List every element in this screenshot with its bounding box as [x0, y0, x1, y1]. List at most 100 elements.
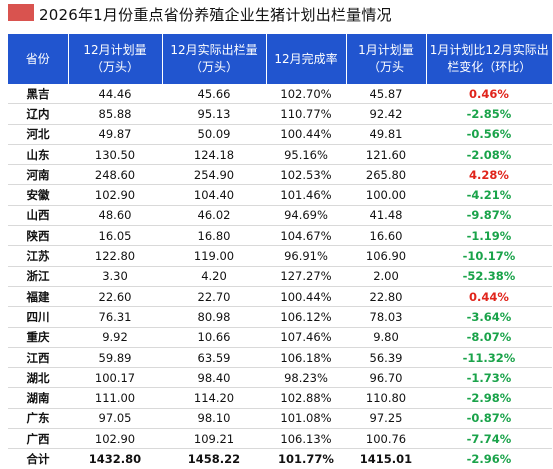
table-row: 湖南 111.00 114.20 102.88% 110.80 -2.98% — [8, 387, 552, 409]
cell-dec-rate: 98.23% — [266, 367, 346, 389]
cell-dec-rate: 106.18% — [266, 347, 346, 369]
cell-province: 辽内 — [8, 103, 68, 125]
cell-province: 河南 — [8, 164, 68, 186]
table-row: 广西 102.90 109.21 106.13% 100.76 -7.74% — [8, 428, 552, 450]
cell-province: 江西 — [8, 347, 68, 369]
hog-slaughter-plan-table: 省份 12月计划量 （万头） 12月实际出栏量 （万头） 12月完成率 1月计划量（… — [8, 34, 552, 469]
cell-dec-rate: 101.46% — [266, 184, 346, 206]
cell-province: 江苏 — [8, 245, 68, 267]
cell-province: 福建 — [8, 286, 68, 308]
table-row: 安徽 102.90 104.40 101.46% 100.00 -4.21% — [8, 184, 552, 206]
cell-mom-change: -8.07% — [426, 327, 552, 348]
title-accent-block — [8, 4, 34, 21]
table-row: 湖北 100.17 98.40 98.23% 96.70 -1.73% — [8, 367, 552, 389]
table-row: 江西 59.89 63.59 106.18% 56.39 -11.32% — [8, 347, 552, 369]
cell-dec-rate: 100.44% — [266, 286, 346, 308]
cell-jan-plan: 16.60 — [346, 225, 426, 247]
cell-dec-plan: 130.50 — [68, 144, 162, 166]
table-row: 黑吉 44.46 45.66 102.70% 45.87 0.46% — [8, 84, 552, 105]
cell-jan-plan: 96.70 — [346, 367, 426, 389]
cell-dec-actual: 10.66 — [162, 327, 266, 348]
header-mom-change: 1月计划比12月实际出 栏变化（环比） — [425, 34, 552, 84]
cell-jan-plan: 78.03 — [346, 306, 426, 328]
table-row: 山东 130.50 124.18 95.16% 121.60 -2.08% — [8, 144, 552, 166]
cell-dec-rate: 106.12% — [266, 306, 346, 328]
cell-dec-plan: 16.05 — [68, 225, 162, 247]
cell-mom-change: -9.87% — [426, 205, 552, 227]
cell-dec-plan: 85.88 — [68, 103, 162, 125]
table-row: 重庆 9.92 10.66 107.46% 9.80 -8.07% — [8, 327, 552, 348]
cell-dec-plan: 102.90 — [68, 184, 162, 206]
cell-jan-plan: 100.76 — [346, 428, 426, 450]
cell-jan-plan: 100.00 — [346, 184, 426, 206]
cell-dec-plan: 111.00 — [68, 387, 162, 409]
cell-mom-change: -10.17% — [426, 245, 552, 267]
cell-dec-rate: 104.67% — [266, 225, 346, 247]
cell-dec-actual: 119.00 — [162, 245, 266, 267]
cell-jan-plan: 110.80 — [346, 387, 426, 409]
cell-province: 黑吉 — [8, 84, 68, 105]
cell-jan-plan: 45.87 — [346, 84, 426, 105]
cell-jan-plan: 121.60 — [346, 144, 426, 166]
table-row: 河南 248.60 254.90 102.53% 265.80 4.28% — [8, 164, 552, 186]
cell-dec-rate: 110.77% — [266, 103, 346, 125]
cell-province: 山东 — [8, 144, 68, 166]
cell-dec-plan: 102.90 — [68, 428, 162, 450]
table-row: 四川 76.31 80.98 106.12% 78.03 -3.64% — [8, 306, 552, 328]
page: 2026年1月份重点省份养殖企业生猪计划出栏量情况 省份 12月计划量 （万头） … — [8, 4, 552, 466]
cell-dec-actual: 4.20 — [162, 266, 266, 287]
cell-mom-change: -3.64% — [426, 306, 552, 328]
cell-province: 浙江 — [8, 266, 68, 287]
cell-mom-change: -0.56% — [426, 124, 552, 145]
cell-dec-actual: 63.59 — [162, 347, 266, 369]
table-row: 江苏 122.80 119.00 96.91% 106.90 -10.17% — [8, 245, 552, 267]
cell-dec-plan: 22.60 — [68, 286, 162, 308]
cell-dec-actual: 109.21 — [162, 428, 266, 450]
cell-dec-actual: 124.18 — [162, 144, 266, 166]
table-header: 省份 12月计划量 （万头） 12月实际出栏量 （万头） 12月完成率 1月计划量（… — [8, 34, 552, 84]
cell-dec-actual: 50.09 — [162, 124, 266, 145]
cell-mom-change: -1.19% — [426, 225, 552, 247]
cell-dec-actual: 16.80 — [162, 225, 266, 247]
cell-dec-rate: 102.70% — [266, 84, 346, 105]
cell-jan-plan: 265.80 — [346, 164, 426, 186]
table-row: 山西 48.60 46.02 94.69% 41.48 -9.87% — [8, 205, 552, 227]
table-row: 福建 22.60 22.70 100.44% 22.80 0.44% — [8, 286, 552, 308]
cell-dec-plan: 9.92 — [68, 327, 162, 348]
cell-mom-change: 0.44% — [426, 286, 552, 308]
cell-mom-change: -2.98% — [426, 387, 552, 409]
cell-dec-actual: 22.70 — [162, 286, 266, 308]
cell-dec-plan: 49.87 — [68, 124, 162, 145]
cell-dec-actual: 95.13 — [162, 103, 266, 125]
cell-dec-rate: 94.69% — [266, 205, 346, 227]
cell-mom-change: -1.73% — [426, 367, 552, 389]
cell-dec-actual: 98.10 — [162, 408, 266, 430]
cell-dec-plan: 48.60 — [68, 205, 162, 227]
cell-jan-plan: 9.80 — [346, 327, 426, 348]
cell-province: 湖北 — [8, 367, 68, 389]
cell-province: 河北 — [8, 124, 68, 145]
cell-dec-actual: 98.40 — [162, 367, 266, 389]
cell-dec-actual: 104.40 — [162, 184, 266, 206]
header-jan-plan: 1月计划量 （万头 — [345, 34, 426, 84]
cell-dec-rate: 100.44% — [266, 124, 346, 145]
cell-jan-plan: 41.48 — [346, 205, 426, 227]
header-row: 省份 12月计划量 （万头） 12月实际出栏量 （万头） 12月完成率 1月计划量（… — [8, 34, 552, 84]
header-province: 省份 — [8, 34, 68, 84]
cell-province: 山西 — [8, 205, 68, 227]
cell-mom-change: -2.08% — [426, 144, 552, 166]
cell-dec-actual: 45.66 — [162, 84, 266, 105]
cell-dec-plan: 59.89 — [68, 347, 162, 369]
table-row: 河北 49.87 50.09 100.44% 49.81 -0.56% — [8, 124, 552, 145]
cell-mom-change: 4.28% — [426, 164, 552, 186]
cell-jan-plan: 22.80 — [346, 286, 426, 308]
cell-dec-rate: 101.08% — [266, 408, 346, 430]
cell-province: 广东 — [8, 408, 68, 430]
cell-jan-plan: 92.42 — [346, 103, 426, 125]
header-dec-plan: 12月计划量 （万头） — [67, 34, 162, 84]
cell-dec-actual: 114.20 — [162, 387, 266, 409]
cell-jan-plan: 97.25 — [346, 408, 426, 430]
cell-dec-rate: 96.91% — [266, 245, 346, 267]
cell-dec-rate: 102.53% — [266, 164, 346, 186]
cell-dec-actual: 254.90 — [162, 164, 266, 186]
